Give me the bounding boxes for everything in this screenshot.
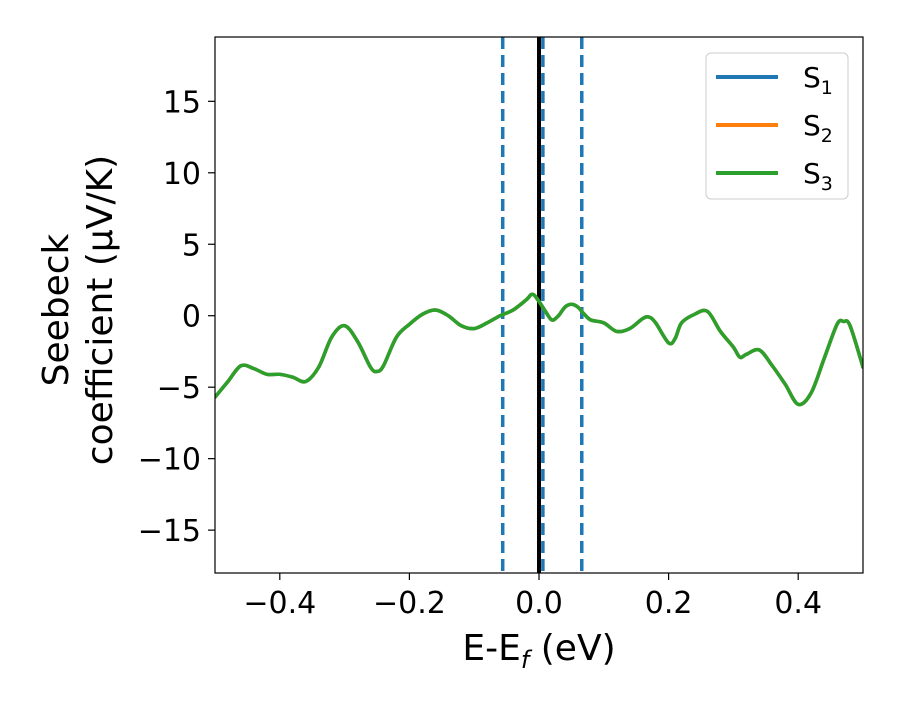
x-tick-label: −0.2 xyxy=(373,586,446,621)
y-tick-label: 10 xyxy=(163,157,201,192)
legend-label-s3: S3 xyxy=(803,157,833,195)
x-axis-ticks: −0.4 −0.2 0.0 0.2 0.4 xyxy=(243,573,822,621)
x-axis-title-unit: (eV) xyxy=(529,628,615,669)
x-axis-title-main: E-E xyxy=(462,628,520,669)
y-tick-label: −15 xyxy=(138,514,201,549)
y-tick-label: 5 xyxy=(182,228,201,263)
y-axis-title: Seebeck coefficient (μV/K) xyxy=(36,155,121,465)
x-tick-label: 0.4 xyxy=(774,586,822,621)
reference-lines xyxy=(500,37,584,573)
y-axis-title-line2: coefficient (μV/K) xyxy=(80,155,121,465)
legend-label-s2: S2 xyxy=(803,109,833,147)
x-tick-label: 0.2 xyxy=(645,586,693,621)
x-tick-label: 0.0 xyxy=(515,586,563,621)
y-tick-label: 15 xyxy=(163,85,201,120)
y-tick-label: −10 xyxy=(138,443,201,478)
x-tick-label: −0.4 xyxy=(243,586,316,621)
x-axis-title: E-Ef (eV) xyxy=(462,628,615,674)
y-axis-title-line1: Seebeck xyxy=(36,233,77,386)
series-line-s3 xyxy=(215,292,863,407)
series-lines xyxy=(215,292,863,407)
y-tick-label: −5 xyxy=(157,371,201,406)
y-tick-label: 0 xyxy=(182,300,201,335)
legend: S1 S2 S3 xyxy=(705,52,849,200)
y-axis-ticks: −15 −10 −5 0 5 10 15 xyxy=(138,85,215,549)
legend-label-s1: S1 xyxy=(803,61,833,99)
